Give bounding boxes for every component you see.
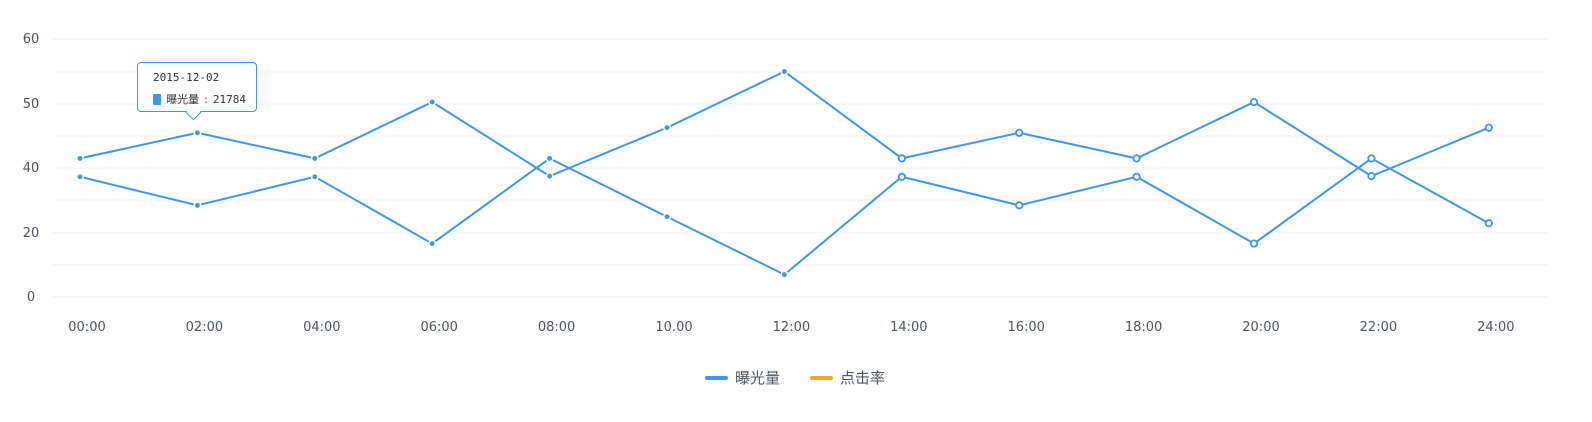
y-tick-label: 40 (23, 161, 40, 176)
data-point[interactable] (1249, 97, 1259, 107)
data-point[interactable] (663, 123, 671, 132)
grid-layer (52, 38, 1548, 298)
data-point[interactable] (1015, 201, 1024, 210)
data-point[interactable] (76, 172, 84, 181)
tooltip-date: 2015-12-02 (153, 71, 220, 84)
tooltip-swatch-icon (153, 93, 162, 105)
x-tick-label: 14:00 (890, 320, 927, 335)
data-point[interactable] (1132, 154, 1141, 163)
points-layer (76, 67, 1493, 279)
y-tick-label: 60 (23, 32, 40, 47)
data-point[interactable] (310, 154, 319, 163)
data-point[interactable] (545, 172, 554, 181)
data-point[interactable] (1484, 123, 1493, 132)
x-tick-label: 16:00 (1007, 320, 1044, 335)
data-point[interactable] (428, 98, 437, 107)
data-point[interactable] (76, 154, 84, 163)
legend-line-icon (810, 375, 834, 380)
series-layer (79, 70, 1490, 276)
data-point[interactable] (310, 172, 319, 181)
data-point[interactable] (1132, 172, 1141, 181)
data-point[interactable] (545, 154, 554, 163)
tooltip-row: 曝光量: 21784 (153, 91, 246, 107)
tooltip-value: 21784 (212, 92, 246, 106)
legend-item-exposure[interactable]: 曝光量 (705, 367, 780, 388)
x-tick-label: 04:00 (303, 320, 340, 335)
data-point[interactable] (1484, 219, 1493, 228)
data-point[interactable] (193, 201, 202, 210)
data-point[interactable] (1367, 172, 1376, 181)
x-tick-label: 00:00 (68, 320, 105, 335)
x-tick-label: 22:00 (1360, 320, 1397, 335)
x-tick-label: 06:00 (420, 320, 457, 335)
data-point[interactable] (897, 172, 906, 181)
data-point[interactable] (897, 154, 906, 163)
tooltip: 2015-12-02 曝光量: 21784 (137, 62, 257, 112)
y-axis: 60 50 40 20 0 (23, 32, 40, 305)
data-point[interactable] (1367, 154, 1376, 163)
tooltip-series-name: 曝光量 (166, 93, 200, 106)
x-tick-label: 24:00 (1477, 320, 1514, 335)
y-tick-label: 50 (23, 97, 40, 112)
legend-label: 曝光量 (735, 369, 781, 387)
data-point[interactable] (780, 67, 789, 76)
data-point[interactable] (193, 128, 202, 137)
data-point[interactable] (663, 212, 671, 221)
legend: 曝光量 点击率 (705, 367, 885, 388)
x-axis: 00:00 02:00 04:00 06:00 08:00 10.00 12:00 14:00… (68, 320, 1514, 335)
data-point[interactable] (428, 239, 437, 248)
x-tick-label: 18:00 (1125, 320, 1162, 335)
series-line-1 (79, 157, 1490, 276)
x-tick-label: 08:00 (538, 320, 575, 335)
x-tick-label: 20:00 (1242, 320, 1279, 335)
legend-label: 点击率 (840, 369, 886, 387)
legend-item-click-rate[interactable]: 点击率 (810, 367, 885, 388)
series-line-0 (79, 70, 1490, 178)
data-point[interactable] (780, 270, 789, 279)
legend-line-icon (705, 375, 728, 380)
y-tick-label: 20 (23, 226, 40, 241)
data-point[interactable] (1015, 128, 1024, 137)
tooltip-separator: : (204, 92, 208, 106)
y-tick-label: 0 (27, 290, 35, 305)
x-tick-label: 02:00 (186, 320, 223, 335)
x-tick-label: 12:00 (773, 320, 810, 335)
x-tick-label: 10.00 (655, 320, 692, 335)
data-point[interactable] (1249, 239, 1259, 248)
